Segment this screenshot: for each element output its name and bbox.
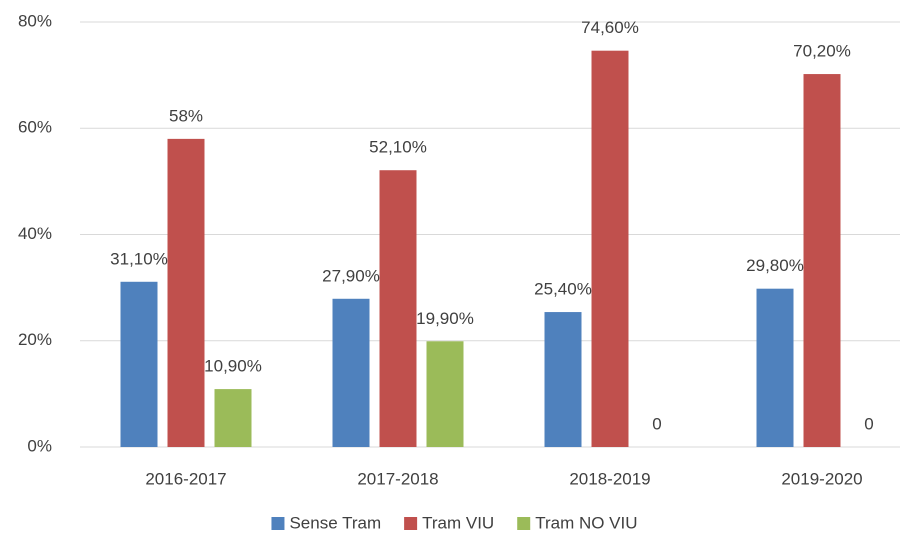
- y-tick-label: 60%: [18, 118, 52, 137]
- x-tick-label: 2019-2020: [781, 469, 862, 488]
- data-label: 19,90%: [416, 309, 474, 328]
- bar: [756, 288, 794, 447]
- data-label: 70,20%: [793, 42, 851, 61]
- bar: [379, 170, 417, 447]
- x-tick-label: 2016-2017: [145, 469, 226, 488]
- data-label: 0: [652, 414, 661, 433]
- x-tick-label: 2018-2019: [569, 469, 650, 488]
- y-tick-label: 0%: [27, 436, 52, 455]
- legend-swatch: [404, 517, 418, 530]
- x-tick-label: 2017-2018: [357, 469, 438, 488]
- bar: [803, 74, 841, 447]
- bar: [332, 298, 370, 447]
- bar: [591, 50, 629, 447]
- data-label: 10,90%: [204, 357, 262, 376]
- data-label: 58%: [169, 106, 203, 125]
- legend-label: Tram NO VIU: [535, 513, 637, 532]
- legend-swatch: [517, 517, 531, 530]
- data-label: 27,90%: [322, 266, 380, 285]
- y-tick-label: 40%: [18, 224, 52, 243]
- bar: [214, 389, 252, 447]
- y-tick-label: 80%: [18, 11, 52, 30]
- data-label: 0: [864, 414, 873, 433]
- legend-label: Sense Tram: [289, 513, 381, 532]
- bar: [167, 138, 205, 447]
- y-tick-label: 20%: [18, 330, 52, 349]
- bar: [120, 281, 158, 447]
- data-label: 74,60%: [581, 18, 639, 37]
- bar: [544, 312, 582, 447]
- data-label: 52,10%: [369, 138, 427, 157]
- data-label: 25,40%: [534, 280, 592, 299]
- bar: [426, 341, 464, 447]
- data-label: 31,10%: [110, 249, 168, 268]
- legend-label: Tram VIU: [422, 513, 494, 532]
- legend-swatch: [271, 517, 285, 530]
- data-label: 29,80%: [746, 256, 804, 275]
